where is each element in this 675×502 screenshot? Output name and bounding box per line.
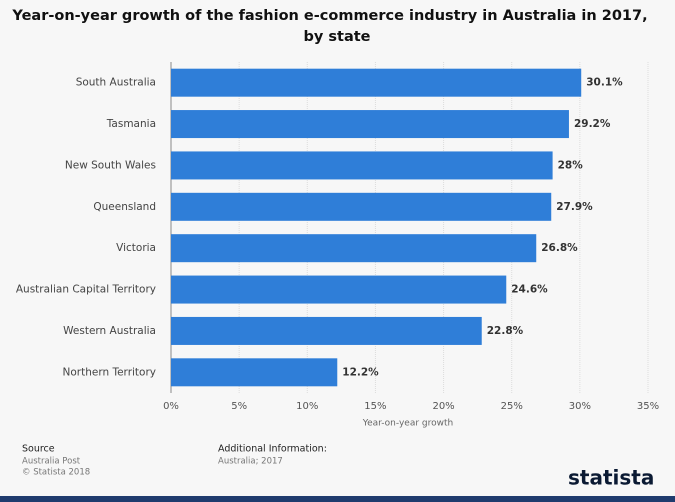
source: Australia Post <box>22 457 81 467</box>
value-label: 29.2% <box>574 118 611 130</box>
value-label: 28% <box>558 159 584 171</box>
x-tick-label: 0% <box>163 401 179 412</box>
value-label: 22.8% <box>487 325 524 337</box>
value-label: 24.6% <box>511 284 548 296</box>
value-label: 30.1% <box>586 77 623 89</box>
bar <box>171 151 553 180</box>
bar <box>171 68 582 97</box>
chart-subtitle: by state <box>304 29 371 45</box>
x-tick-label: 15% <box>364 401 386 412</box>
info: Australia; 2017 <box>218 457 283 467</box>
y-tick-label: Australian Capital Territory <box>16 284 156 296</box>
bar <box>171 234 537 263</box>
chart-title: Year-on-year growth of the fashion e-com… <box>11 8 647 24</box>
x-tick-label: 25% <box>501 401 523 412</box>
value-label: 27.9% <box>556 201 593 213</box>
source-title: Source <box>22 444 55 455</box>
copyright: © Statista 2018 <box>22 468 90 478</box>
bar <box>171 275 507 304</box>
value-label: 26.8% <box>541 242 578 254</box>
y-tick-label: Victoria <box>116 242 156 254</box>
value-label: 12.2% <box>342 366 379 378</box>
y-tick-label: New South Wales <box>65 159 156 171</box>
bar <box>171 192 552 221</box>
logo: statista <box>568 466 654 490</box>
y-tick-label: Tasmania <box>106 118 156 130</box>
bar <box>171 110 569 139</box>
x-tick-label: 5% <box>231 401 247 412</box>
x-tick-label: 20% <box>432 401 454 412</box>
x-tick-label: 35% <box>637 401 659 412</box>
x-tick-label: 30% <box>569 401 591 412</box>
y-tick-label: Queensland <box>93 201 156 213</box>
x-axis-title: Year-on-year growth <box>362 419 453 429</box>
y-tick-label: Northern Territory <box>63 366 156 378</box>
bar <box>171 316 482 345</box>
y-tick-label: Western Australia <box>63 325 156 337</box>
x-tick-label: 10% <box>296 401 318 412</box>
footer-strip <box>0 496 675 502</box>
bar <box>171 358 338 387</box>
y-tick-label: South Australia <box>76 77 156 89</box>
info-title: Additional Information: <box>218 444 327 455</box>
